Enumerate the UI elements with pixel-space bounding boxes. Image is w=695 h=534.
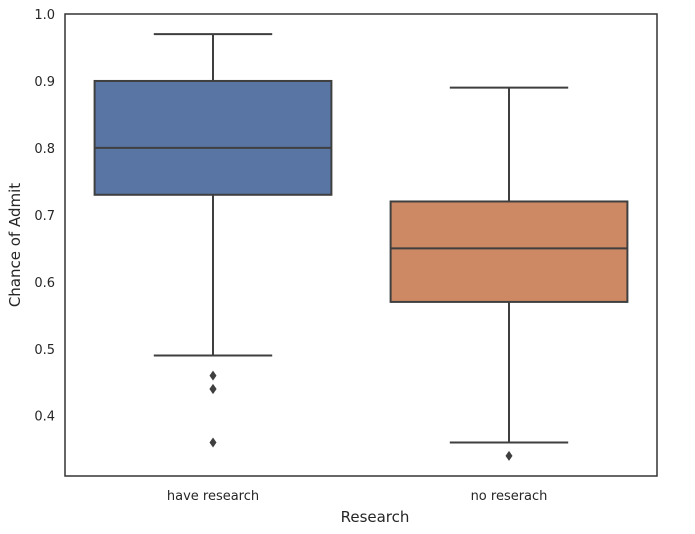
x-tick-label: have research: [167, 489, 259, 504]
y-axis-label: Chance of Admit: [6, 183, 24, 307]
iqr-box: [93, 79, 333, 196]
x-axis-label: Research: [341, 508, 410, 526]
iqr-box: [389, 200, 629, 303]
y-tick-label: 0.7: [34, 209, 55, 224]
box-group: [93, 33, 333, 448]
y-tick-label: 1.0: [34, 8, 55, 23]
outlier-point: [209, 437, 217, 448]
outlier-point: [505, 450, 513, 461]
y-tick-label: 0.8: [34, 142, 55, 157]
y-tick-label: 0.4: [34, 410, 55, 425]
outlier-point: [209, 370, 217, 381]
y-tick-label: 0.5: [34, 343, 55, 358]
plot-frame: [64, 13, 658, 477]
y-tick-label: 0.9: [34, 75, 55, 90]
box-group: [389, 86, 629, 461]
x-tick-label: no reserach: [471, 489, 548, 504]
y-tick-label: 0.6: [34, 276, 55, 291]
outlier-point: [209, 383, 217, 394]
